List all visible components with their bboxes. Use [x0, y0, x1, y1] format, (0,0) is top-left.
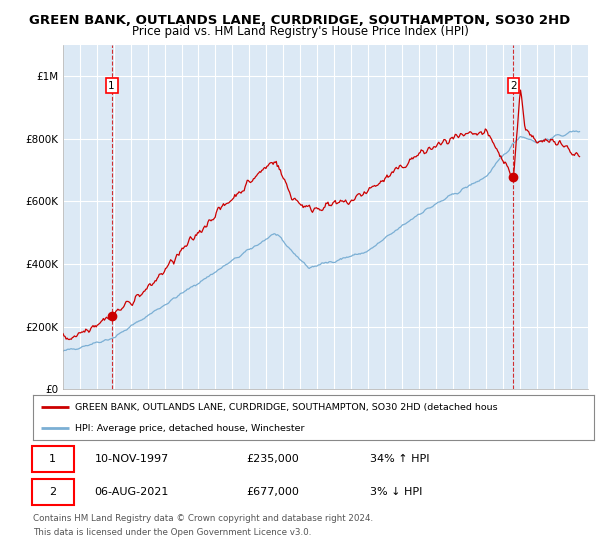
Text: 2: 2 — [510, 81, 517, 91]
FancyBboxPatch shape — [32, 446, 74, 472]
Text: 3% ↓ HPI: 3% ↓ HPI — [370, 487, 422, 497]
Text: This data is licensed under the Open Government Licence v3.0.: This data is licensed under the Open Gov… — [33, 528, 311, 537]
Text: 2: 2 — [49, 487, 56, 497]
Text: £677,000: £677,000 — [246, 487, 299, 497]
Text: Price paid vs. HM Land Registry's House Price Index (HPI): Price paid vs. HM Land Registry's House … — [131, 25, 469, 38]
Text: GREEN BANK, OUTLANDS LANE, CURDRIDGE, SOUTHAMPTON, SO30 2HD: GREEN BANK, OUTLANDS LANE, CURDRIDGE, SO… — [29, 14, 571, 27]
Text: Contains HM Land Registry data © Crown copyright and database right 2024.: Contains HM Land Registry data © Crown c… — [33, 514, 373, 523]
Text: HPI: Average price, detached house, Winchester: HPI: Average price, detached house, Winc… — [75, 424, 305, 433]
Text: 34% ↑ HPI: 34% ↑ HPI — [370, 454, 429, 464]
Text: 1: 1 — [49, 454, 56, 464]
Text: £235,000: £235,000 — [246, 454, 299, 464]
Text: 10-NOV-1997: 10-NOV-1997 — [95, 454, 169, 464]
Text: 1: 1 — [108, 81, 115, 91]
Text: 06-AUG-2021: 06-AUG-2021 — [95, 487, 169, 497]
Text: GREEN BANK, OUTLANDS LANE, CURDRIDGE, SOUTHAMPTON, SO30 2HD (detached hous: GREEN BANK, OUTLANDS LANE, CURDRIDGE, SO… — [75, 403, 498, 412]
FancyBboxPatch shape — [32, 479, 74, 505]
